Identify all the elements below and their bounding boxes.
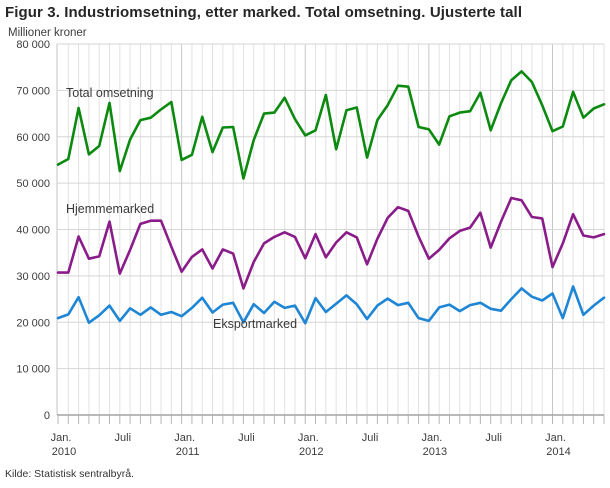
y-axis-title: Millioner kroner [8,27,87,39]
source-note: Kilde: Statistisk sentralbyrå. [5,468,134,480]
x-tick-label: Jan. [421,432,442,444]
y-tick-label: 60 000 [16,132,50,144]
series-label-total-omsetning: Total omsetning [66,86,154,100]
figure-title: Figur 3. Industriomsetning, etter marked… [5,4,523,21]
x-tick-label: Juli [362,432,379,444]
x-tick-label: Juli [115,432,132,444]
x-tick-label: 2012 [299,446,323,458]
x-tick-label: 2011 [176,446,200,458]
y-tick-label: 50 000 [16,178,50,190]
x-tick-label: Jan. [174,432,195,444]
x-tick-label: Jan. [298,432,319,444]
x-tick-label: 2010 [52,446,76,458]
series-label-eksportmarked: Eksportmarked [213,317,297,331]
y-tick-label: 20 000 [16,317,50,329]
series-line-hjemmemarked [56,196,606,290]
y-tick-label: 40 000 [16,225,50,237]
series-line-eksportmarked [56,285,606,325]
y-tick-label: 70 000 [16,85,50,97]
y-tick-label: 80 000 [16,39,50,51]
x-tick-label: Juli [238,432,255,444]
series-label-hjemmemarked: Hjemmemarked [66,202,154,216]
x-tick-label: Juli [485,432,502,444]
x-tick-label: 2014 [546,446,570,458]
y-tick-label: 10 000 [16,364,50,376]
x-tick-label: Jan. [545,432,566,444]
series-line-total-omsetning [56,70,606,180]
x-tick-label: Jan. [51,432,72,444]
y-tick-label: 0 [44,410,50,422]
y-tick-label: 30 000 [16,271,50,283]
x-tick-label: 2013 [423,446,447,458]
